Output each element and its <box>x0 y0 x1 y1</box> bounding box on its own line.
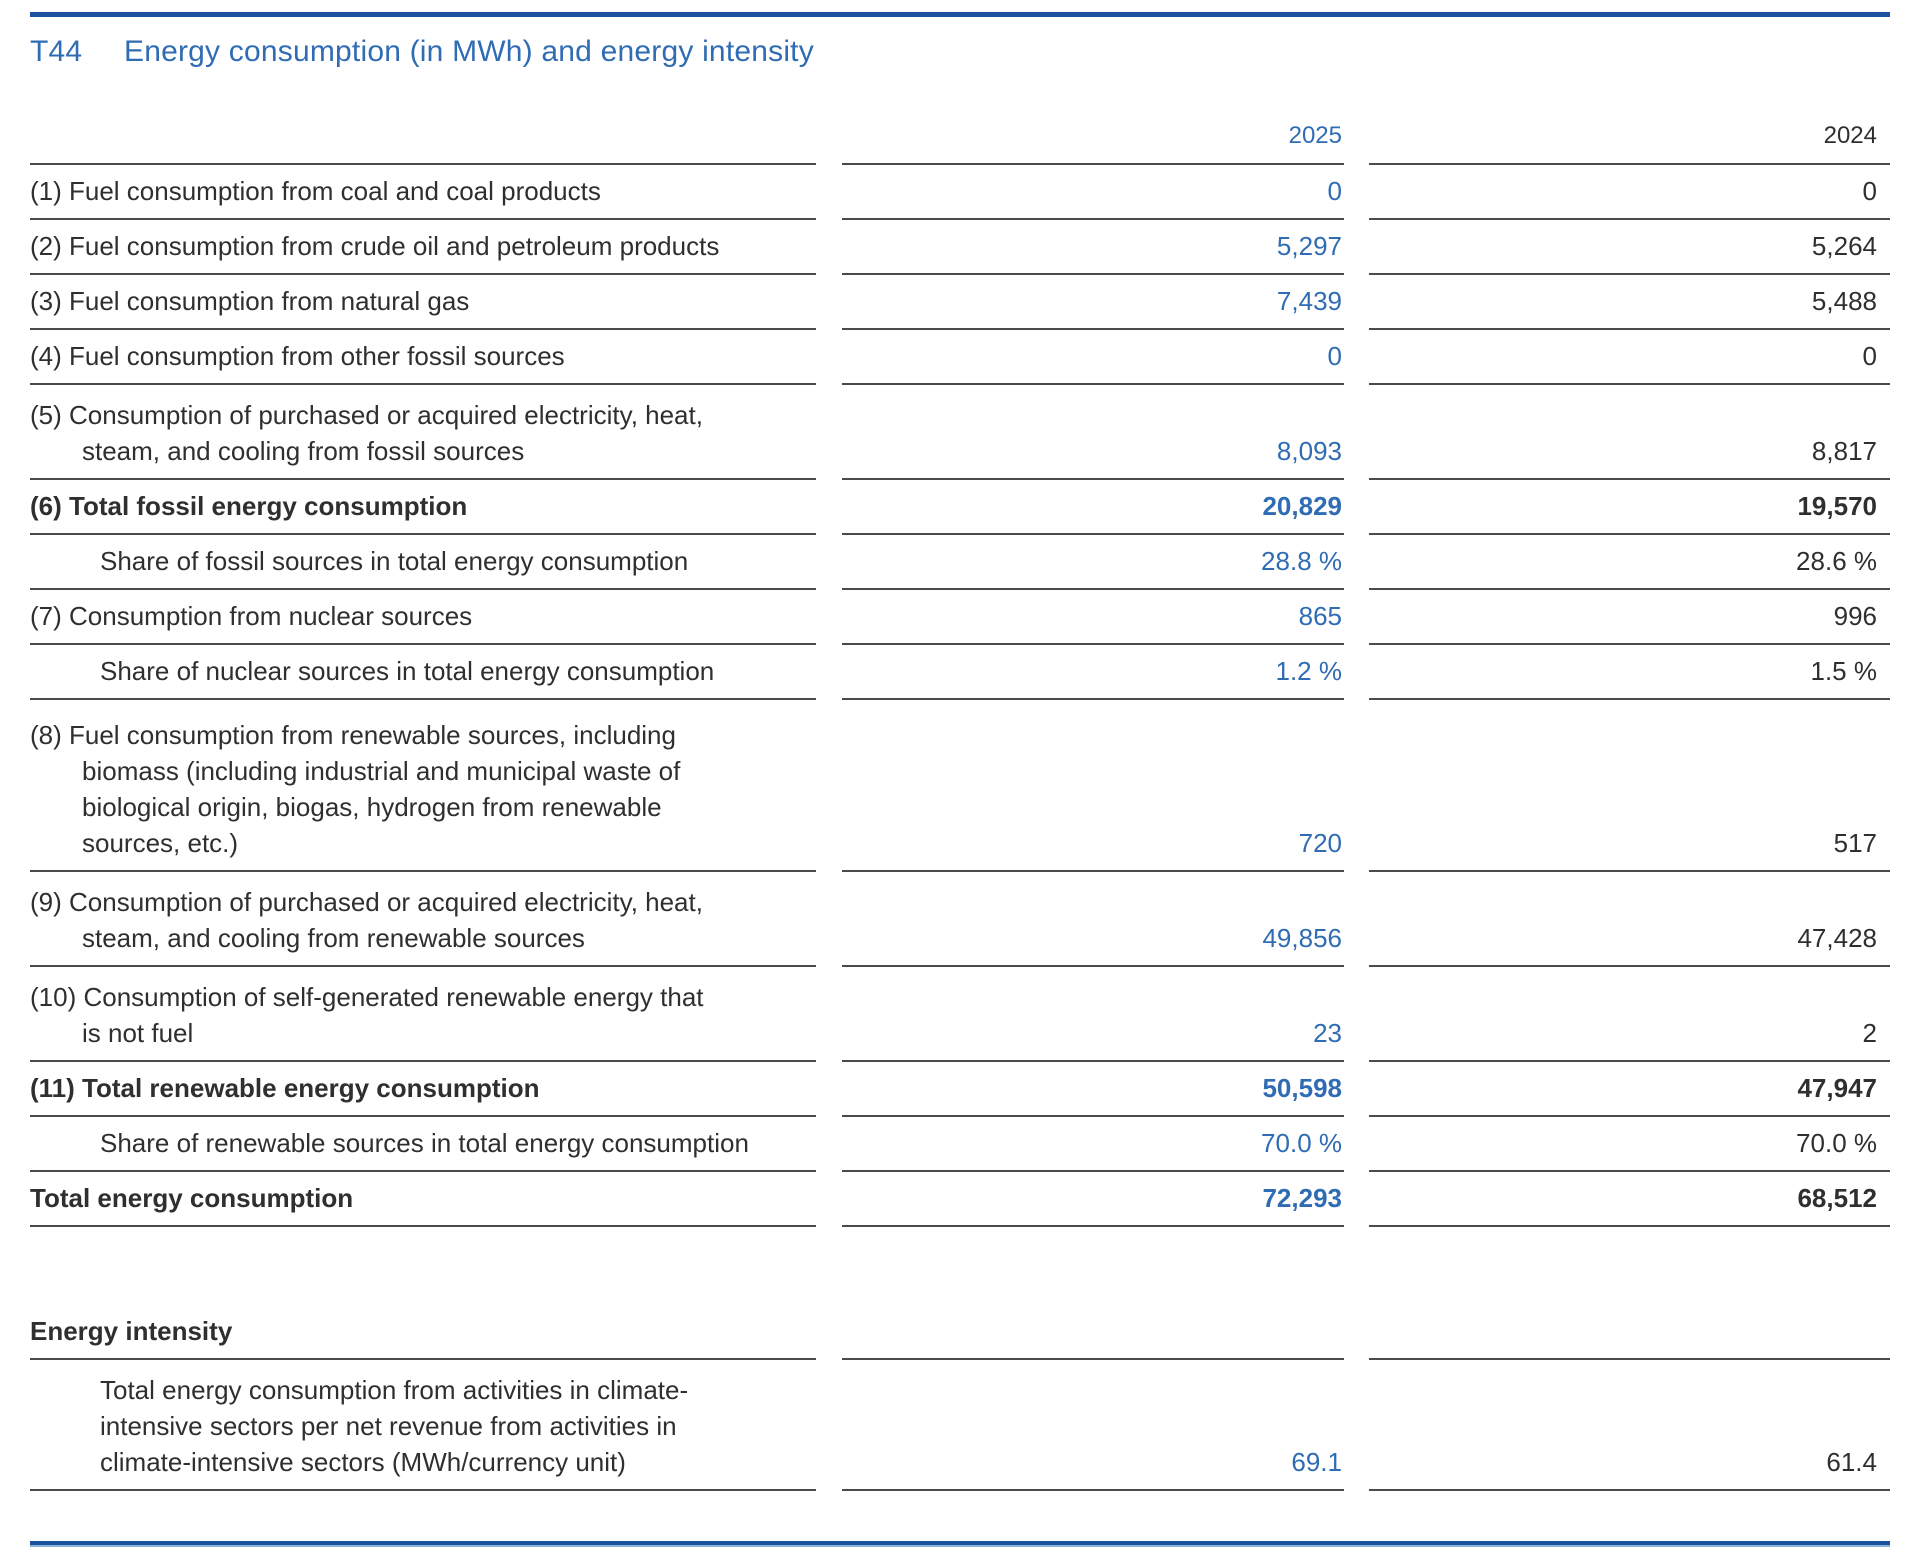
row-label: (1) Fuel consumption from coal and coal … <box>30 165 816 220</box>
value-2024: 68,512 <box>1369 1172 1890 1227</box>
energy-intensity-section-header: Energy intensity <box>30 1302 1890 1360</box>
header-label-cell <box>30 85 816 165</box>
row-label: (6) Total fossil energy consumption <box>30 480 816 535</box>
row-label: Share of fossil sources in total energy … <box>30 535 816 590</box>
value-2025: 0 <box>842 165 1344 220</box>
page-title: Energy consumption (in MWh) and energy i… <box>124 35 814 68</box>
value-2024: 5,264 <box>1369 220 1890 275</box>
value-2024: 0 <box>1369 330 1890 385</box>
value-2025: 72,293 <box>842 1172 1344 1227</box>
row-label: (5) Consumption of purchased or acquired… <box>30 385 816 480</box>
value-2025: 0 <box>842 330 1344 385</box>
column-header-2024: 2024 <box>1369 85 1890 165</box>
table-row: (8) Fuel consumption from renewable sour… <box>30 700 1890 872</box>
section-spacer <box>30 1227 1890 1302</box>
row-label: Total energy consumption <box>30 1172 816 1227</box>
value-2025: 8,093 <box>842 385 1344 480</box>
value-2025: 49,856 <box>842 872 1344 967</box>
value-2025: 1.2 % <box>842 645 1344 700</box>
energy-consumption-table: 2025 2024 (1) Fuel consumption from coal… <box>30 85 1890 1491</box>
value-2025: 70.0 % <box>842 1117 1344 1172</box>
row-label: (9) Consumption of purchased or acquired… <box>30 872 816 967</box>
value-2024: 2 <box>1369 967 1890 1062</box>
value-2025: 28.8 % <box>842 535 1344 590</box>
table-row: (2) Fuel consumption from crude oil and … <box>30 220 1890 275</box>
table-header-row: 2025 2024 <box>30 85 1890 165</box>
column-header-2025: 2025 <box>842 85 1344 165</box>
value-2024: 70.0 % <box>1369 1117 1890 1172</box>
section-label: Energy intensity <box>30 1302 816 1360</box>
table-row-total-energy: Total energy consumption 72,293 68,512 <box>30 1172 1890 1227</box>
table-id: T44 <box>30 35 83 68</box>
row-label: (7) Consumption from nuclear sources <box>30 590 816 645</box>
table-row: (7) Consumption from nuclear sources 865… <box>30 590 1890 645</box>
table-row: (10) Consumption of self-generated renew… <box>30 967 1890 1062</box>
table-title-bar: T44 Energy consumption (in MWh) and ener… <box>30 33 1890 85</box>
table-row: (1) Fuel consumption from coal and coal … <box>30 165 1890 220</box>
energy-intensity-row: Total energy consumption from activities… <box>30 1360 1890 1491</box>
table-row-share: Share of nuclear sources in total energy… <box>30 645 1890 700</box>
value-2024: 61.4 <box>1369 1360 1890 1491</box>
row-label: Total energy consumption from activities… <box>30 1360 816 1491</box>
top-divider-rule <box>30 12 1890 17</box>
row-label: (11) Total renewable energy consumption <box>30 1062 816 1117</box>
table-row: (3) Fuel consumption from natural gas 7,… <box>30 275 1890 330</box>
value-2024: 5,488 <box>1369 275 1890 330</box>
row-label: Share of nuclear sources in total energy… <box>30 645 816 700</box>
table-row: (9) Consumption of purchased or acquired… <box>30 872 1890 967</box>
table-row-total-fossil: (6) Total fossil energy consumption 20,8… <box>30 480 1890 535</box>
value-2025: 865 <box>842 590 1344 645</box>
row-label: (10) Consumption of self-generated renew… <box>30 967 816 1062</box>
table-row: (5) Consumption of purchased or acquired… <box>30 385 1890 480</box>
bottom-divider-rule <box>30 1541 1890 1547</box>
value-2024: 47,428 <box>1369 872 1890 967</box>
table-row: (4) Fuel consumption from other fossil s… <box>30 330 1890 385</box>
value-2025: 20,829 <box>842 480 1344 535</box>
value-2024: 47,947 <box>1369 1062 1890 1117</box>
value-2024: 1.5 % <box>1369 645 1890 700</box>
row-label: (8) Fuel consumption from renewable sour… <box>30 700 816 872</box>
value-2025: 50,598 <box>842 1062 1344 1117</box>
row-label: Share of renewable sources in total ener… <box>30 1117 816 1172</box>
value-2024: 28.6 % <box>1369 535 1890 590</box>
table-row-share: Share of fossil sources in total energy … <box>30 535 1890 590</box>
table-row-total-renewable: (11) Total renewable energy consumption … <box>30 1062 1890 1117</box>
value-2024: 19,570 <box>1369 480 1890 535</box>
column-gap <box>816 85 842 165</box>
value-2024: 517 <box>1369 700 1890 872</box>
value-2024: 996 <box>1369 590 1890 645</box>
value-2025: 23 <box>842 967 1344 1062</box>
value-2024: 8,817 <box>1369 385 1890 480</box>
row-label: (4) Fuel consumption from other fossil s… <box>30 330 816 385</box>
value-2025: 720 <box>842 700 1344 872</box>
empty-cell <box>842 1302 1344 1360</box>
row-label: (3) Fuel consumption from natural gas <box>30 275 816 330</box>
value-2025: 5,297 <box>842 220 1344 275</box>
value-2025: 69.1 <box>842 1360 1344 1491</box>
table-row-share: Share of renewable sources in total ener… <box>30 1117 1890 1172</box>
value-2024: 0 <box>1369 165 1890 220</box>
value-2025: 7,439 <box>842 275 1344 330</box>
bottom-spacer <box>30 1491 1890 1541</box>
column-gap <box>1344 85 1369 165</box>
row-label: (2) Fuel consumption from crude oil and … <box>30 220 816 275</box>
empty-cell <box>1369 1302 1890 1360</box>
